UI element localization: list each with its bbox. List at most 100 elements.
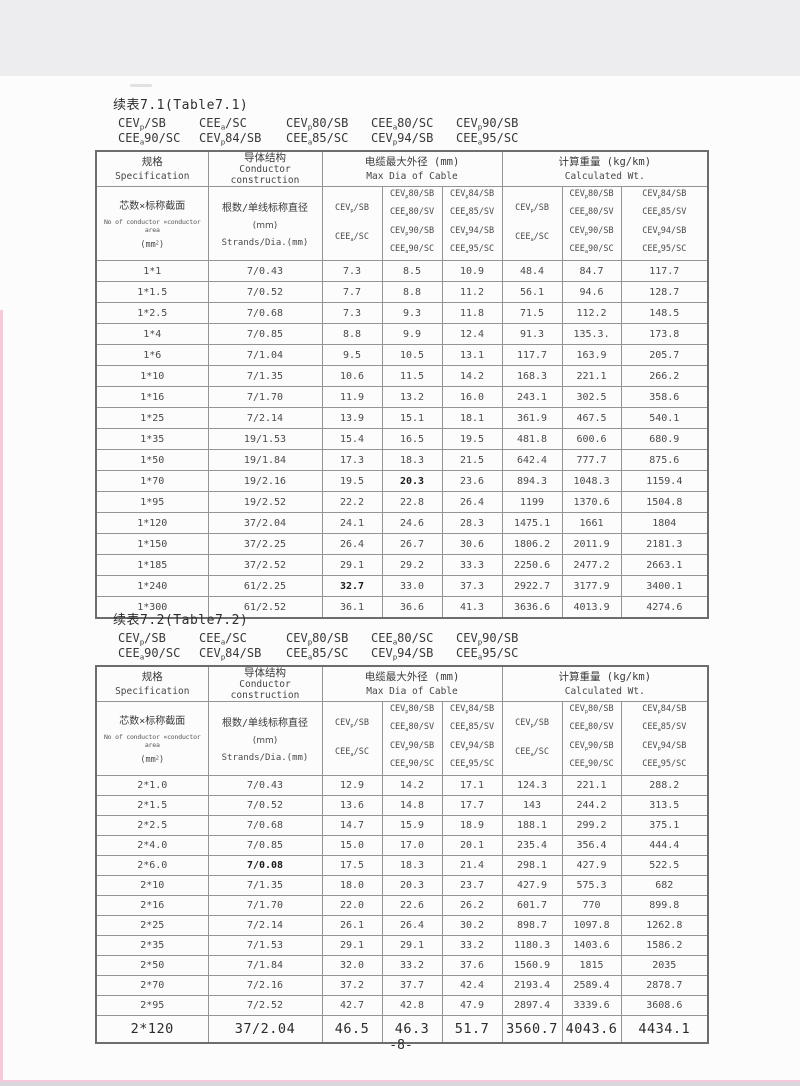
cell: 1804: [620, 512, 709, 535]
area-unit-label: (mm2): [140, 754, 165, 765]
col-header-max-dia: 电缆最大外径 (mm) Max Dia of Cable: [321, 665, 503, 702]
cell: 26.1: [321, 915, 383, 937]
sub-header-spec: 芯数×标称截面 No of conductor ×conductor area …: [95, 185, 209, 262]
cell: 205.7: [620, 344, 709, 367]
cable-type: CEVp90/SB: [456, 631, 519, 647]
cell: 28.3: [441, 512, 503, 535]
cell: 2035: [620, 955, 709, 977]
cell: 7.7: [321, 281, 383, 304]
cable-type: CEEa/SC: [199, 116, 247, 132]
cell: 10.6: [321, 365, 383, 388]
cell: 1*120: [95, 512, 209, 535]
cell: 14.8: [381, 795, 443, 817]
cell: 1*70: [95, 470, 209, 493]
cell: 2*35: [95, 935, 209, 957]
cell: 3608.6: [620, 995, 709, 1017]
table-row: 1*1 7/0.43 7.3 8.5 10.9 48.4 84.7 117.7: [95, 260, 709, 283]
dia-types-b: CEVp80/SB CEEa80/SV CEVp90/SB CEEa90/SC: [381, 185, 443, 262]
cell: 17.5: [321, 855, 383, 877]
scan-edge-left: [0, 310, 3, 1086]
cell: 41.3: [441, 596, 503, 619]
cell: 16.5: [381, 428, 443, 451]
table-row: 2*2.5 7/0.68 14.7 15.9 18.9 188.1 299.2 375.1: [95, 815, 709, 837]
cell: 2250.6: [501, 554, 563, 577]
cell: 18.0: [321, 875, 383, 897]
cell: 12.4: [441, 323, 503, 346]
cable-type: CEEa90/SC: [118, 646, 181, 662]
cell: 1815: [561, 955, 622, 977]
wt-types-b: CEVp80/SB CEEa80/SV CEVp90/SB CEEa90/SC: [561, 185, 622, 262]
cell: 4274.6: [620, 596, 709, 619]
scan-edge-shadow: [0, 1082, 800, 1086]
table-row: 1*1.5 7/0.52 7.7 8.8 11.2 56.1 94.6 128.7: [95, 281, 709, 304]
cell: 361.9: [501, 407, 563, 430]
cores-area-label: 芯数×标称截面: [119, 716, 186, 728]
cable-type: CEEa95/SC: [456, 131, 519, 147]
cell: 7/1.35: [207, 365, 323, 388]
weight-label-en: Calculated Wt.: [564, 686, 645, 698]
cable-type: CEEa85/SC: [286, 131, 349, 147]
cell: 163.9: [561, 344, 622, 367]
table-row: 2*1.0 7/0.43 12.9 14.2 17.1 124.3 221.1 288.2: [95, 775, 709, 797]
cell: 9.9: [381, 323, 443, 346]
cable-type: CEEa/SC: [199, 631, 247, 647]
cell: 7/1.04: [207, 344, 323, 367]
table-row: 2*120 37/2.04 46.5 46.3 51.7 3560.7 4043.6 4434…: [95, 1015, 709, 1044]
group-header-row: 规格 Specification 导体结构 Conductor construc…: [95, 150, 709, 187]
cell: 2*50: [95, 955, 209, 977]
col-header-conductor: 导体结构 Conductor construction: [207, 150, 323, 187]
cell: 19/2.52: [207, 491, 323, 514]
cell: 243.1: [501, 386, 563, 409]
cell: 26.2: [441, 895, 503, 917]
col-header-spec: 规格 Specification: [95, 150, 209, 187]
cell: 2922.7: [501, 575, 563, 598]
cell: 2*120: [95, 1015, 209, 1044]
cable-type: CEVp94/SB: [371, 131, 434, 147]
cable-type: CEVp/SB: [118, 116, 166, 132]
cell: 7/0.52: [207, 795, 323, 817]
cell: 17.7: [441, 795, 503, 817]
cable-type: CEVp94/SB: [371, 646, 434, 662]
cell: 7/2.14: [207, 915, 323, 937]
col-header-conductor: 导体结构 Conductor construction: [207, 665, 323, 702]
cell: 17.0: [381, 835, 443, 857]
cell: 7/2.14: [207, 407, 323, 430]
cell: 481.8: [501, 428, 563, 451]
cell: 32.7: [321, 575, 383, 598]
cable-type: CEVp80/SB: [286, 631, 349, 647]
spec-label-cn: 规格: [141, 155, 163, 168]
cell: 46.3: [381, 1015, 443, 1044]
dia-unit-label: (mm): [252, 736, 278, 747]
cell: 23.6: [441, 470, 503, 493]
cell: 14.2: [441, 365, 503, 388]
cell: 2*6.0: [95, 855, 209, 877]
table-row: 1*95 19/2.52 22.2 22.8 26.4 1199 1370.6 1504.8: [95, 491, 709, 514]
cell: 135.3.: [561, 323, 622, 346]
cell: 2878.7: [620, 975, 709, 997]
cell: 15.4: [321, 428, 383, 451]
cell: 26.4: [381, 915, 443, 937]
table-row: 2*4.0 7/0.85 15.0 17.0 20.1 235.4 356.4 444.4: [95, 835, 709, 857]
cell: 42.7: [321, 995, 383, 1017]
cell: 600.6: [561, 428, 622, 451]
cell: 33.2: [441, 935, 503, 957]
cell: 467.5: [561, 407, 622, 430]
cores-area-label: 芯数×标称截面: [119, 201, 186, 213]
cell: 3177.9: [561, 575, 622, 598]
wt-types-b: CEVp80/SB CEEa80/SV CEVp90/SB CEEa90/SC: [561, 700, 622, 777]
cell: 17.3: [321, 449, 383, 472]
cell: 2*1.5: [95, 795, 209, 817]
cell: 2*25: [95, 915, 209, 937]
cell: 24.1: [321, 512, 383, 535]
table-row: 1*25 7/2.14 13.9 15.1 18.1 361.9 467.5 540.1: [95, 407, 709, 430]
table-row: 1*240 61/2.25 32.7 33.0 37.3 2922.7 3177.9 3400…: [95, 575, 709, 598]
cell: 22.8: [381, 491, 443, 514]
cell: 71.5: [501, 302, 563, 325]
cell: 2589.4: [561, 975, 622, 997]
cell: 22.2: [321, 491, 383, 514]
cell: 9.5: [321, 344, 383, 367]
table-row: 1*16 7/1.70 11.9 13.2 16.0 243.1 302.5 358.6: [95, 386, 709, 409]
conductor-label-en: Conductor construction: [230, 164, 300, 186]
cell: 173.8: [620, 323, 709, 346]
cell: 1*1: [95, 260, 209, 283]
